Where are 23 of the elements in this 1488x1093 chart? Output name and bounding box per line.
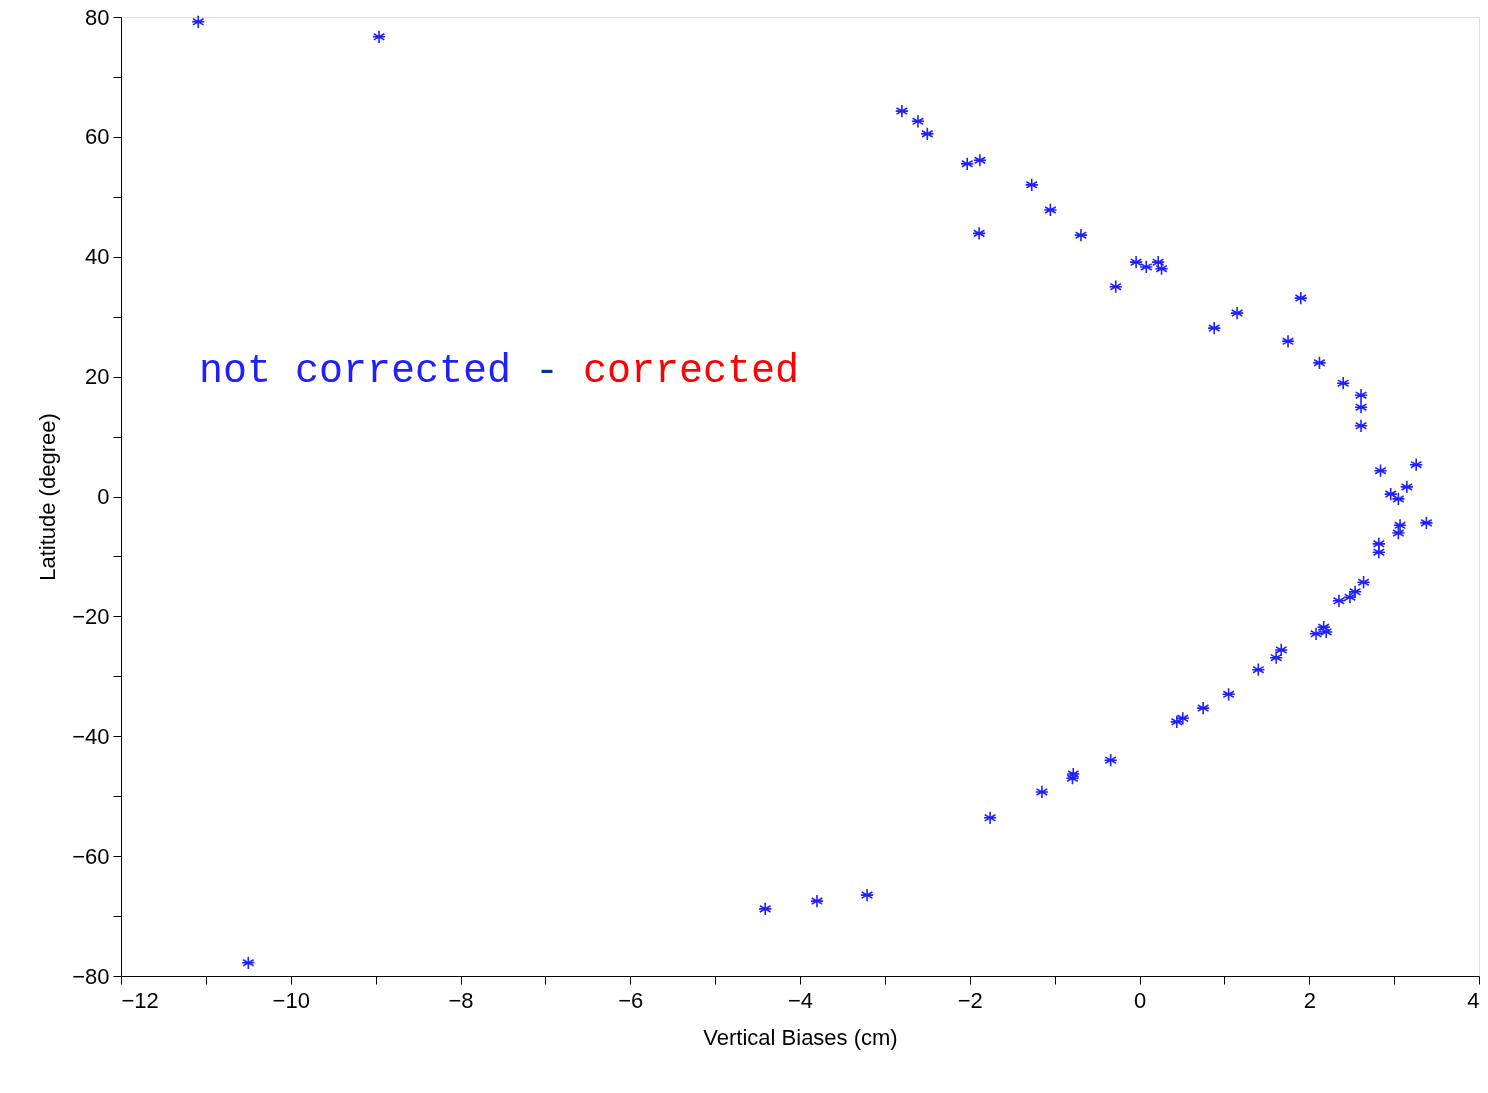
annotation: - (535, 349, 560, 394)
y-tick-label: 80 (85, 4, 110, 30)
y-tick-label: −20 (72, 603, 110, 629)
x-tick-label: −10 (272, 987, 310, 1013)
y-tick-label: 20 (85, 364, 110, 390)
x-tick-label: −2 (957, 987, 983, 1013)
x-tick-label: −8 (448, 987, 474, 1013)
y-axis-title: Latitude (degree) (35, 413, 61, 581)
annotation: not corrected (199, 349, 512, 394)
y-tick-label: −80 (72, 963, 110, 989)
y-tick-label: −40 (72, 723, 110, 749)
x-tick-label: −6 (618, 987, 644, 1013)
x-tick-label: −4 (787, 987, 814, 1013)
x-axis-title: Vertical Biases (cm) (703, 1024, 898, 1050)
annotation: corrected (583, 349, 800, 394)
x-tick-label: 4 (1467, 987, 1480, 1013)
y-tick-label: 60 (85, 124, 110, 150)
x-tick-label: 0 (1133, 987, 1147, 1013)
x-tick-label: 2 (1303, 987, 1316, 1013)
y-tick-label: 0 (97, 484, 110, 509)
y-tick-label: −60 (72, 843, 110, 869)
y-tick-label: 40 (85, 244, 110, 270)
x-tick-label: −12 (121, 987, 159, 1013)
